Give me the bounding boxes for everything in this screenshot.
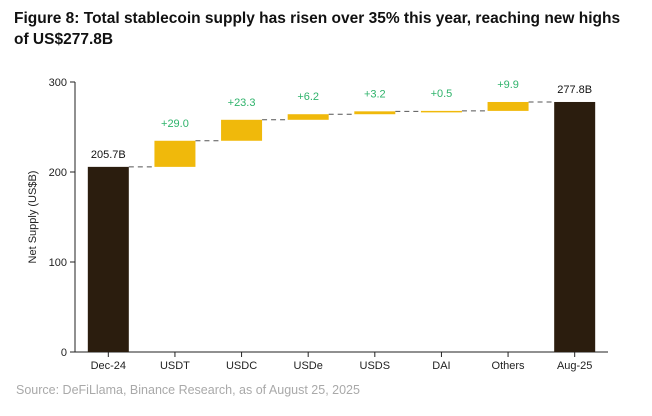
x-tick-label: USDT — [160, 360, 190, 372]
data-label: 277.8B — [557, 84, 592, 96]
x-tick-label: USDe — [294, 360, 323, 372]
y-tick-label: 0 — [61, 347, 67, 359]
figure-title: Figure 8: Total stablecoin supply has ri… — [14, 10, 621, 48]
data-label: +0.5 — [431, 88, 453, 100]
bar-dec-24 — [87, 166, 129, 352]
data-label: 205.7B — [91, 149, 126, 161]
y-tick-label: 200 — [49, 167, 67, 179]
y-tick-label: 300 — [49, 77, 67, 89]
y-tick-label: 100 — [49, 257, 67, 269]
chart-connectors — [128, 101, 555, 168]
x-tick-label: Others — [492, 360, 526, 372]
y-axis-label: Net Supply (US$B) — [27, 171, 39, 264]
data-label: +29.0 — [161, 118, 189, 130]
data-label: +23.3 — [228, 97, 256, 109]
data-label: +9.9 — [497, 79, 519, 91]
bar-dai — [420, 110, 462, 113]
bar-usde — [287, 114, 329, 120]
bar-aug-25 — [554, 101, 596, 352]
bar-usdc — [221, 119, 263, 141]
x-tick-label: DAI — [432, 360, 450, 372]
chart-axes: 0 100 200 300 Net Supply (US$B) Dec-24 USDT USD… — [27, 77, 608, 372]
figure-source: Source: DeFiLlama, Binance Research, as … — [16, 383, 360, 397]
x-tick-label: USDC — [226, 360, 257, 372]
chart-bars — [87, 101, 596, 352]
bar-usdt — [154, 140, 196, 167]
chart-labels: 205.7B +29.0 +23.3 +6.2 +3.2 +0.5 +9.9 277.8B — [91, 79, 592, 161]
waterfall-chart: 0 100 200 300 Net Supply (US$B) Dec-24 USDT USD… — [27, 77, 608, 372]
x-tick-label: Aug-25 — [557, 360, 592, 372]
x-tick-label: Dec-24 — [91, 360, 126, 372]
data-label: +3.2 — [364, 88, 386, 100]
bar-usds — [354, 111, 396, 115]
bar-others — [487, 101, 529, 111]
data-label: +6.2 — [297, 91, 319, 103]
x-tick-label: USDS — [360, 360, 391, 372]
